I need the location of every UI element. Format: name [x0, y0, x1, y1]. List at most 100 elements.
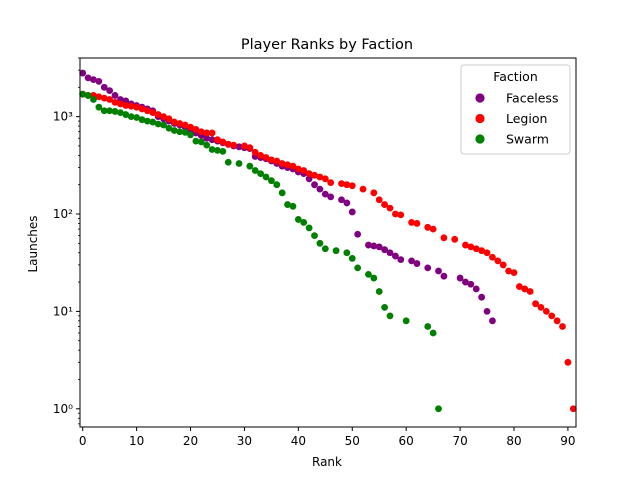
plot-area: [79, 57, 577, 428]
point-legion-62: [462, 241, 469, 249]
point-legion-66: [483, 249, 491, 257]
x-tick-label-2: 20: [183, 434, 198, 448]
legend-label-swarm: Swarm: [506, 132, 549, 147]
point-legion-5: [106, 96, 114, 103]
point-legion-13: [149, 109, 157, 116]
point-swarm-0: [79, 90, 87, 98]
point-swarm-19: [181, 128, 189, 136]
point-legion-59: [429, 225, 437, 233]
point-legion-45: [327, 179, 335, 187]
point-legion-19: [181, 121, 189, 129]
point-legion-11: [138, 105, 146, 113]
point-swarm-33: [267, 177, 275, 185]
point-faceless-57: [397, 256, 405, 264]
point-faceless-63: [456, 274, 464, 282]
point-faceless-68: [483, 308, 491, 315]
point-swarm-9: [127, 113, 135, 121]
point-faceless-45: [321, 190, 329, 198]
point-legion-53: [386, 204, 394, 212]
point-swarm-41: [311, 232, 318, 240]
point-legion-55: [397, 211, 405, 219]
point-swarm-35: [278, 189, 286, 197]
point-legion-36: [278, 160, 286, 167]
point-legion-71: [510, 269, 518, 277]
point-legion-80: [559, 323, 566, 330]
point-legion-48: [348, 182, 356, 190]
point-legion-39: [294, 165, 302, 173]
y-tick-label-1: 10¹: [53, 304, 73, 318]
legend-label-faceless: Faceless: [506, 91, 558, 106]
point-legion-57: [413, 220, 421, 227]
point-swarm-37: [289, 202, 297, 210]
point-legion-25: [214, 136, 221, 144]
point-legion-24: [208, 129, 216, 137]
point-swarm-26: [219, 147, 227, 155]
point-swarm-12: [143, 117, 151, 125]
point-swarm-27: [224, 158, 232, 166]
legend: Faction Faceless Legion Swarm: [460, 64, 571, 155]
y-tick-label-3: 10³: [53, 110, 73, 124]
point-swarm-50: [375, 288, 383, 295]
point-swarm-52: [386, 312, 394, 320]
point-swarm-38: [294, 216, 302, 223]
point-swarm-31: [257, 170, 265, 178]
point-legion-68: [494, 257, 502, 265]
point-legion-70: [505, 267, 513, 275]
point-legion-33: [262, 154, 270, 161]
point-faceless-66: [472, 285, 480, 293]
point-legion-28: [230, 141, 238, 149]
legend-box: [460, 64, 571, 155]
point-faceless-42: [305, 175, 313, 183]
point-legion-76: [537, 303, 545, 311]
point-faceless-69: [489, 317, 496, 325]
point-faceless-6: [111, 92, 119, 99]
point-faceless-49: [348, 208, 356, 216]
point-legion-82: [569, 405, 577, 413]
point-swarm-13: [149, 118, 157, 126]
point-faceless-56: [391, 252, 399, 260]
point-swarm-17: [170, 127, 178, 134]
point-legion-65: [478, 247, 486, 255]
point-swarm-25: [214, 147, 221, 154]
point-swarm-28: [235, 160, 243, 167]
point-legion-74: [526, 288, 534, 295]
point-faceless-23: [203, 134, 211, 142]
point-legion-20: [187, 123, 194, 131]
point-legion-58: [424, 223, 432, 231]
point-legion-52: [381, 201, 389, 208]
point-swarm-24: [208, 146, 216, 153]
point-legion-30: [246, 144, 254, 152]
point-legion-21: [192, 125, 200, 133]
point-swarm-22: [197, 138, 205, 146]
point-swarm-54: [424, 323, 432, 330]
point-faceless-58: [408, 257, 415, 265]
point-legion-51: [375, 196, 383, 204]
point-swarm-29: [246, 162, 254, 170]
point-swarm-7: [117, 109, 124, 116]
point-swarm-10: [133, 114, 141, 121]
x-axis: 0 10 20 30 40 50 60 70 80 90: [79, 427, 576, 448]
x-tick-label-4: 40: [291, 434, 306, 448]
point-faceless-59: [413, 260, 421, 267]
point-legion-3: [95, 93, 103, 101]
point-legion-78: [548, 312, 556, 320]
point-legion-56: [408, 219, 415, 226]
point-faceless-29: [235, 143, 243, 151]
x-tick-label-9: 90: [560, 434, 575, 448]
point-faceless-3: [95, 78, 103, 85]
x-tick-label-7: 70: [452, 434, 467, 448]
point-swarm-42: [316, 239, 324, 247]
x-tick-label-3: 30: [237, 434, 252, 448]
point-legion-40: [300, 167, 308, 174]
point-swarm-43: [321, 245, 329, 253]
point-legion-49: [359, 185, 367, 193]
point-swarm-30: [251, 167, 259, 174]
point-faceless-54: [381, 246, 389, 254]
point-faceless-48: [343, 199, 351, 207]
point-legion-37: [284, 161, 291, 169]
point-swarm-53: [402, 317, 410, 325]
point-legion-10: [133, 103, 141, 111]
point-legion-73: [521, 285, 529, 293]
point-faceless-53: [375, 243, 383, 251]
point-legion-8: [122, 102, 130, 109]
